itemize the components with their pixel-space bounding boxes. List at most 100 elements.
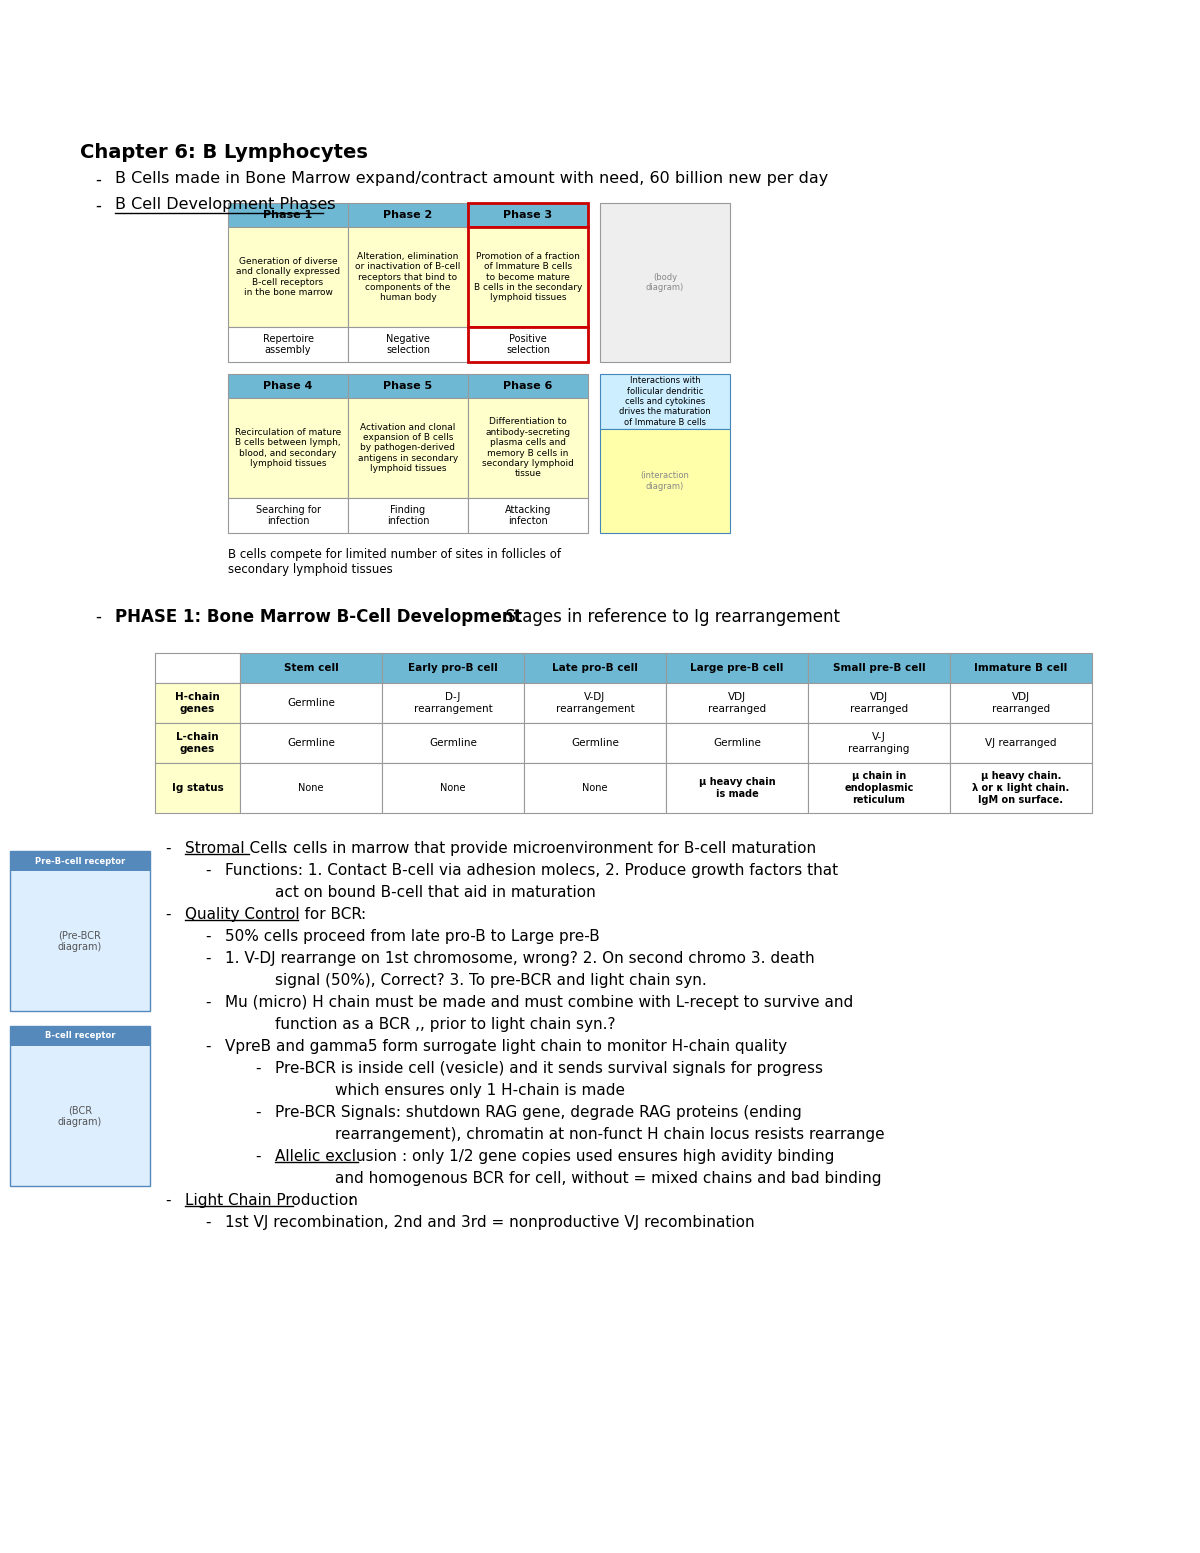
Bar: [10, 1027, 150, 1186]
Text: 1. V-DJ rearrange on 1st chromosome, wrong? 2. On second chromo 3. death: 1. V-DJ rearrange on 1st chromosome, wro…: [226, 950, 815, 966]
Text: Phase 3: Phase 3: [504, 210, 552, 221]
Text: Phase 2: Phase 2: [383, 210, 433, 221]
Text: Germline: Germline: [571, 738, 619, 749]
Text: B cells compete for limited number of sites in follicles of
secondary lymphoid t: B cells compete for limited number of si…: [228, 548, 562, 576]
Text: -: -: [95, 171, 101, 189]
Bar: [524, 652, 666, 683]
Text: B-cell receptor: B-cell receptor: [44, 1031, 115, 1041]
Bar: [382, 724, 524, 763]
Text: -: -: [205, 1039, 210, 1054]
Bar: [600, 374, 730, 429]
Text: -: -: [256, 1061, 260, 1076]
Text: Stages in reference to Ig rearrangement: Stages in reference to Ig rearrangement: [500, 609, 840, 626]
Text: (BCR
diagram): (BCR diagram): [58, 1106, 102, 1127]
Text: Pre-BCR is inside cell (vesicle) and it sends survival signals for progress: Pre-BCR is inside cell (vesicle) and it …: [275, 1061, 823, 1076]
Text: -: -: [205, 995, 210, 1009]
Text: V-DJ
rearrangement: V-DJ rearrangement: [556, 693, 635, 714]
Text: None: None: [440, 783, 466, 794]
Bar: [808, 683, 950, 724]
Text: -: -: [205, 1214, 210, 1230]
Text: : cells in marrow that provide microenvironment for B-cell maturation: : cells in marrow that provide microenvi…: [283, 842, 816, 856]
Text: Pre-BCR Signals: shutdown RAG gene, degrade RAG proteins (ending: Pre-BCR Signals: shutdown RAG gene, degr…: [275, 1106, 802, 1120]
Text: Late pro-B cell: Late pro-B cell: [552, 663, 638, 672]
Text: VpreB and gamma5 form surrogate light chain to monitor H-chain quality: VpreB and gamma5 form surrogate light ch…: [226, 1039, 787, 1054]
Bar: [228, 203, 348, 227]
Text: 50% cells proceed from late pro-B to Large pre-B: 50% cells proceed from late pro-B to Lar…: [226, 929, 600, 944]
Text: -: -: [256, 1149, 260, 1165]
Bar: [808, 763, 950, 814]
Text: Light Chain Production: Light Chain Production: [185, 1193, 358, 1208]
Text: Repertoire
assembly: Repertoire assembly: [263, 334, 313, 356]
Bar: [228, 227, 348, 328]
Bar: [10, 851, 150, 871]
Text: (body
diagram): (body diagram): [646, 273, 684, 292]
Text: Mu (micro) H chain must be made and must combine with L-recept to survive and: Mu (micro) H chain must be made and must…: [226, 995, 853, 1009]
Text: and homogenous BCR for cell, without = mixed chains and bad binding: and homogenous BCR for cell, without = m…: [335, 1171, 882, 1186]
Bar: [950, 683, 1092, 724]
Text: Ig status: Ig status: [172, 783, 223, 794]
Text: Allelic exclusion: Allelic exclusion: [275, 1149, 397, 1165]
Bar: [468, 227, 588, 328]
Text: Large pre-B cell: Large pre-B cell: [690, 663, 784, 672]
Text: -: -: [205, 863, 210, 877]
Text: Negative
selection: Negative selection: [386, 334, 430, 356]
Text: :: :: [360, 907, 365, 922]
Text: None: None: [582, 783, 607, 794]
Text: Small pre-B cell: Small pre-B cell: [833, 663, 925, 672]
Text: Phase 6: Phase 6: [503, 380, 553, 391]
Text: Quality Control for BCR: Quality Control for BCR: [185, 907, 362, 922]
Text: Positive
selection: Positive selection: [506, 334, 550, 356]
Bar: [228, 398, 348, 499]
Bar: [240, 683, 382, 724]
Bar: [950, 724, 1092, 763]
Bar: [240, 763, 382, 814]
Bar: [468, 374, 588, 398]
Text: Recirculation of mature
B cells between lymph,
blood, and secondary
lymphoid tis: Recirculation of mature B cells between …: [235, 429, 341, 467]
Text: :: :: [348, 1193, 353, 1208]
Text: Pre-B-cell receptor: Pre-B-cell receptor: [35, 857, 125, 865]
Text: signal (50%), Correct? 3. To pre-BCR and light chain syn.: signal (50%), Correct? 3. To pre-BCR and…: [275, 974, 707, 988]
Text: : only 1/2 gene copies used ensures high avidity binding: : only 1/2 gene copies used ensures high…: [402, 1149, 834, 1165]
Text: B Cell Development Phases: B Cell Development Phases: [115, 197, 336, 213]
Text: μ heavy chain
is made: μ heavy chain is made: [698, 776, 775, 798]
Text: VDJ
rearranged: VDJ rearranged: [708, 693, 766, 714]
Bar: [524, 683, 666, 724]
Text: :: :: [325, 197, 330, 213]
Text: V-J
rearranging: V-J rearranging: [848, 731, 910, 753]
Text: None: None: [299, 783, 324, 794]
Text: VDJ
rearranged: VDJ rearranged: [992, 693, 1050, 714]
Text: Interactions with
follicular dendritic
cells and cytokines
drives the maturation: Interactions with follicular dendritic c…: [619, 376, 710, 427]
Bar: [600, 429, 730, 533]
Text: rearrangement), chromatin at non-funct H chain locus resists rearrange: rearrangement), chromatin at non-funct H…: [335, 1127, 884, 1141]
Bar: [666, 652, 808, 683]
Text: Activation and clonal
expansion of B cells
by pathogen-derived
antigens in secon: Activation and clonal expansion of B cel…: [358, 422, 458, 474]
Text: which ensures only 1 H-chain is made: which ensures only 1 H-chain is made: [335, 1082, 625, 1098]
Bar: [240, 724, 382, 763]
Text: -: -: [166, 842, 170, 856]
Bar: [155, 763, 240, 814]
Bar: [524, 724, 666, 763]
Bar: [10, 1027, 150, 1047]
Text: Attacking
infecton: Attacking infecton: [505, 505, 551, 526]
Text: -: -: [95, 197, 101, 214]
Text: Finding
infection: Finding infection: [386, 505, 430, 526]
Bar: [228, 499, 348, 533]
Text: Phase 5: Phase 5: [384, 380, 432, 391]
Bar: [155, 652, 240, 683]
Text: μ heavy chain.
λ or κ light chain.
IgM on surface.: μ heavy chain. λ or κ light chain. IgM o…: [972, 772, 1069, 804]
Text: function as a BCR ,, prior to light chain syn.?: function as a BCR ,, prior to light chai…: [275, 1017, 616, 1033]
Text: Germline: Germline: [287, 738, 335, 749]
Text: (Pre-BCR
diagram): (Pre-BCR diagram): [58, 930, 102, 952]
Text: B Cells made in Bone Marrow expand/contract amount with need, 60 billion new per: B Cells made in Bone Marrow expand/contr…: [115, 171, 828, 186]
Text: Germline: Germline: [430, 738, 476, 749]
Text: Promotion of a fraction
of Immature B cells
to become mature
B cells in the seco: Promotion of a fraction of Immature B ce…: [474, 252, 582, 303]
Text: Phase 4: Phase 4: [263, 380, 313, 391]
Text: (interaction
diagram): (interaction diagram): [641, 471, 690, 491]
Bar: [348, 328, 468, 362]
Bar: [228, 374, 348, 398]
Text: -: -: [205, 950, 210, 966]
Bar: [348, 398, 468, 499]
Bar: [382, 763, 524, 814]
Text: 1st VJ recombination, 2nd and 3rd = nonproductive VJ recombination: 1st VJ recombination, 2nd and 3rd = nonp…: [226, 1214, 755, 1230]
Text: Stromal Cells: Stromal Cells: [185, 842, 286, 856]
